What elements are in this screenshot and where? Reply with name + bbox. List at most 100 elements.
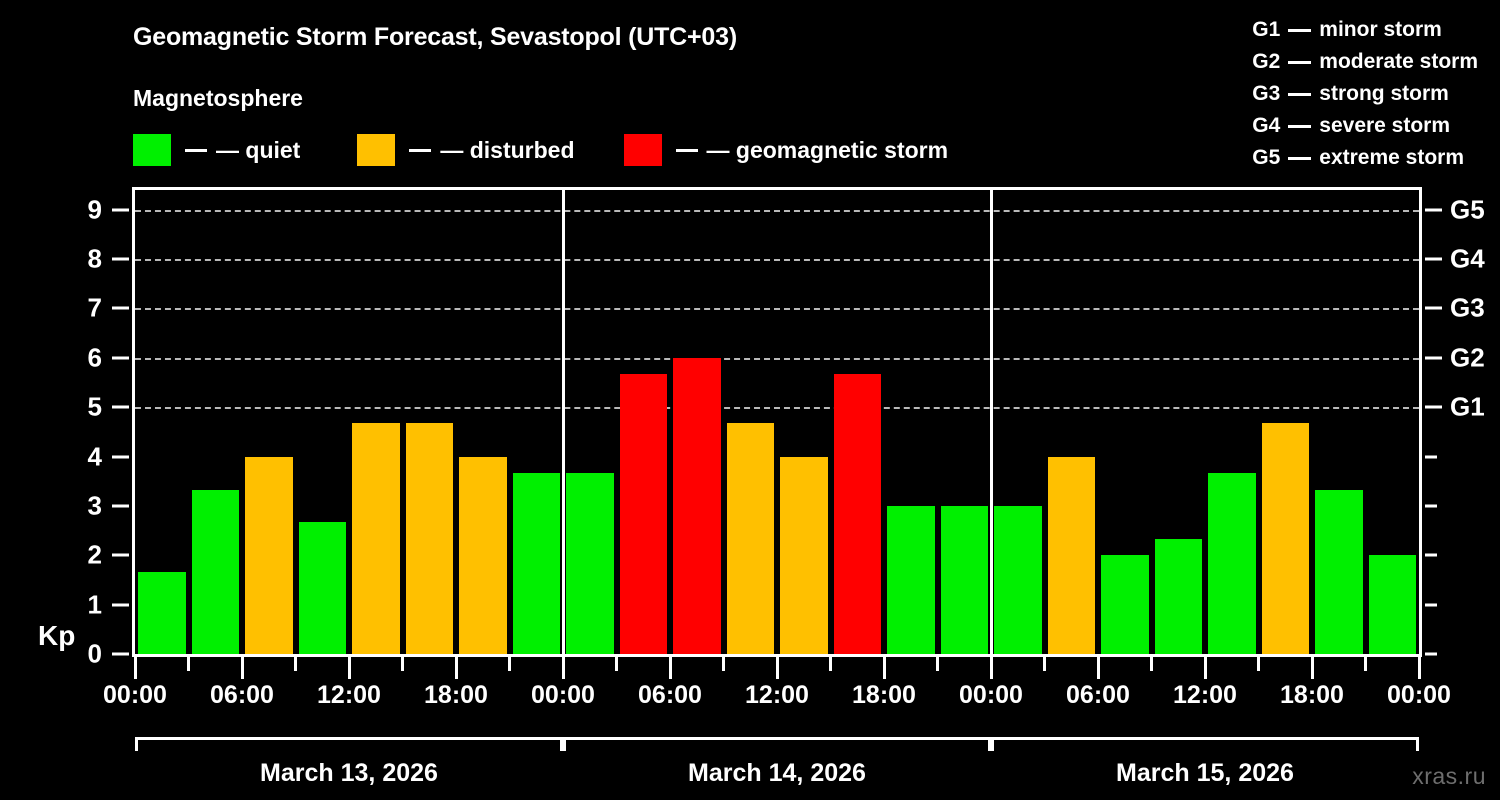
y-tick-label-9: 9: [87, 194, 102, 225]
bar[interactable]: [994, 505, 1042, 654]
gscale-code: G5: [1252, 146, 1281, 169]
x-tick: [615, 657, 618, 671]
bar[interactable]: [1154, 539, 1202, 654]
y-axis-left: Kp 0 1 2 3 4 5 6 7 8 9: [0, 187, 132, 669]
bar[interactable]: [726, 423, 774, 654]
bar[interactable]: [1368, 555, 1416, 654]
bar[interactable]: [191, 489, 239, 654]
y-tick-mark-3: [112, 504, 129, 508]
day-separator-2: [989, 190, 993, 654]
bar[interactable]: [352, 423, 400, 654]
gridline-kp-6: [135, 357, 1419, 360]
x-tick: [936, 657, 939, 671]
y-tick-label-5: 5: [87, 391, 102, 422]
x-axis-label: 00:00: [1387, 681, 1451, 709]
y-tick-mark-2: [112, 553, 129, 557]
bar[interactable]: [459, 456, 507, 654]
gscale-description: extreme storm: [1319, 146, 1465, 169]
x-axis-label: 12:00: [1173, 681, 1237, 709]
bar[interactable]: [619, 374, 667, 654]
y-tick-label-2: 2: [87, 539, 102, 570]
gscale-dash-icon: [1288, 60, 1312, 64]
gridline-kp-9: [135, 209, 1419, 212]
right-tick-mark-g5: [1425, 208, 1442, 212]
bar[interactable]: [405, 423, 453, 654]
x-tick: [1203, 657, 1207, 679]
gscale-description: minor storm: [1319, 18, 1442, 41]
bar[interactable]: [940, 505, 988, 654]
day-label-2: March 14, 2026: [688, 759, 866, 787]
page-title: Geomagnetic Storm Forecast, Sevastopol (…: [133, 23, 737, 51]
bar[interactable]: [566, 472, 614, 654]
gscale-code: G4: [1252, 114, 1281, 137]
y-tick-mark-4: [112, 455, 129, 459]
right-minor-tick-1: [1425, 603, 1437, 607]
y-axis-right: G1 G2 G3 G4 G5: [1422, 187, 1500, 657]
right-minor-tick-2: [1425, 553, 1437, 557]
gscale-code: G2: [1252, 50, 1281, 73]
x-axis-label: 00:00: [959, 681, 1023, 709]
x-tick: [1364, 657, 1367, 671]
legend-swatch-quiet: [133, 134, 171, 166]
gscale-row-g5: G5 extreme storm: [1252, 142, 1478, 174]
y-tick-mark-7: [112, 306, 129, 310]
bar[interactable]: [512, 472, 560, 654]
x-axis: 00:00 06:00 12:00 18:00 00:00 06:00 12:00 18:00…: [103, 657, 1451, 717]
x-axis-label: 18:00: [1280, 681, 1344, 709]
right-tick-mark-g3: [1425, 306, 1442, 310]
right-tick-label-g2: G2: [1450, 342, 1485, 373]
bar[interactable]: [1047, 456, 1095, 654]
bar[interactable]: [833, 374, 881, 654]
x-tick: [1257, 657, 1260, 671]
x-tick: [1043, 657, 1046, 671]
x-axis-label: 18:00: [852, 681, 916, 709]
day-separator-1: [561, 190, 565, 654]
gscale-row-g2: G2 moderate storm: [1252, 46, 1478, 78]
x-tick: [1150, 657, 1153, 671]
bar[interactable]: [780, 456, 828, 654]
x-tick: [722, 657, 725, 671]
right-minor-tick-0: [1425, 652, 1437, 656]
gscale-row-g1: G1 minor storm: [1252, 14, 1478, 46]
day-bracket-2: [563, 737, 991, 751]
bar[interactable]: [887, 505, 935, 654]
x-tick: [401, 657, 404, 671]
bar[interactable]: [298, 522, 346, 654]
subtitle-magnetosphere: Magnetosphere: [133, 85, 303, 111]
bar[interactable]: [1101, 555, 1149, 654]
gscale-code: G1: [1252, 18, 1281, 41]
day-brackets: March 13, 2026 March 14, 2026 March 15, 20…: [132, 737, 1422, 797]
bar[interactable]: [1208, 472, 1256, 654]
legend-dash-icon: [409, 148, 432, 152]
legend-item-quiet: — quiet: [133, 134, 300, 166]
right-tick-label-g1: G1: [1450, 391, 1485, 422]
x-axis-label: 06:00: [1066, 681, 1130, 709]
day-bracket-3: [991, 737, 1419, 751]
bar[interactable]: [673, 357, 721, 654]
x-tick: [133, 657, 137, 679]
bar[interactable]: [1315, 489, 1363, 654]
gridline-kp-7: [135, 308, 1419, 311]
bar[interactable]: [1261, 423, 1309, 654]
y-axis-title: Kp: [38, 620, 76, 651]
y-tick-mark-6: [112, 356, 129, 360]
x-tick: [454, 657, 458, 679]
right-tick-mark-g2: [1425, 356, 1442, 360]
y-tick-label-7: 7: [87, 292, 102, 323]
x-tick: [668, 657, 672, 679]
y-tick-label-8: 8: [87, 243, 102, 274]
gscale-description: severe storm: [1319, 114, 1451, 137]
x-axis-label: 00:00: [103, 681, 167, 709]
legend-item-disturbed: — disturbed: [357, 134, 575, 166]
x-tick: [187, 657, 190, 671]
y-tick-mark-5: [112, 405, 129, 409]
x-axis-label: 12:00: [317, 681, 381, 709]
x-tick: [294, 657, 297, 671]
day-label-3: March 15, 2026: [1116, 759, 1294, 787]
y-tick-label-1: 1: [87, 589, 102, 620]
x-axis-label: 06:00: [210, 681, 274, 709]
y-tick-mark-8: [112, 257, 129, 261]
bar[interactable]: [245, 456, 293, 654]
legend-label-disturbed: — disturbed: [440, 136, 575, 163]
bar[interactable]: [138, 571, 186, 654]
